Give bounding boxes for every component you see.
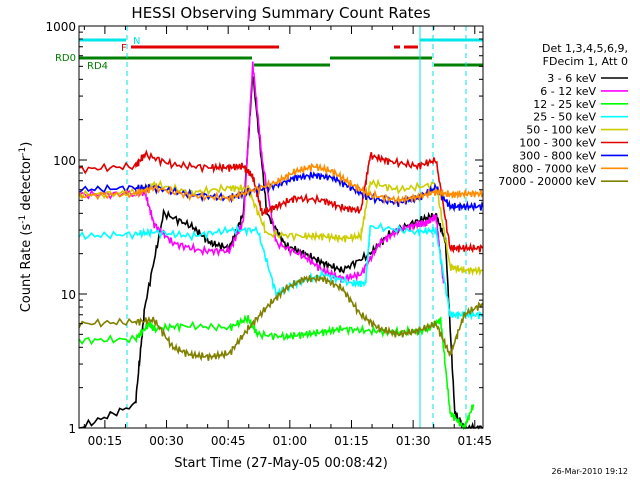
legend-label: 12 - 25 keV bbox=[533, 98, 596, 111]
legend-label: 50 - 100 keV bbox=[526, 124, 596, 137]
x-tick-label: 00:30 bbox=[149, 434, 184, 448]
legend-label: 800 - 7000 keV bbox=[512, 162, 596, 175]
chart-title: HESSI Observing Summary Count Rates bbox=[131, 4, 430, 22]
flag-label: N bbox=[133, 36, 140, 47]
legend-label: 3 - 6 keV bbox=[547, 72, 596, 85]
x-axis: 00:15 00:30 00:45 01:00 01:15 01:30 01:45 bbox=[83, 26, 492, 448]
flag-labels: NF RD0 RD4 bbox=[55, 36, 141, 72]
flag-label: RD4 bbox=[87, 61, 108, 72]
series-layer bbox=[78, 61, 484, 431]
series-line bbox=[78, 162, 484, 206]
legend-header-line1: Det 1,3,4,5,6,9, bbox=[542, 42, 628, 55]
x-tick-label: 01:30 bbox=[396, 434, 431, 448]
flag-bars bbox=[79, 26, 483, 428]
legend: Det 1,3,4,5,6,9, FDecim 1, Att 0 3 - 6 k… bbox=[498, 42, 628, 188]
legend-label: 300 - 800 keV bbox=[519, 149, 596, 162]
series-line bbox=[78, 314, 475, 431]
y-tick-label: 100 bbox=[53, 154, 76, 168]
flag-label: RD0 bbox=[55, 53, 76, 64]
series-line bbox=[78, 61, 445, 284]
flag-label: F bbox=[121, 43, 127, 54]
legend-label: 25 - 50 keV bbox=[533, 111, 596, 124]
legend-label: 100 - 300 keV bbox=[519, 137, 596, 150]
x-axis-label: Start Time (27-May-05 00:08:42) bbox=[174, 456, 388, 471]
x-tick-label: 01:45 bbox=[457, 434, 492, 448]
y-tick-label: 10 bbox=[61, 288, 76, 302]
legend-label: 6 - 12 keV bbox=[540, 85, 596, 98]
x-tick-label: 01:15 bbox=[334, 434, 369, 448]
series-line bbox=[78, 149, 484, 254]
legend-label: 7000 - 20000 keV bbox=[498, 175, 596, 188]
plot-frame bbox=[78, 25, 484, 429]
x-tick-label: 01:00 bbox=[273, 434, 308, 448]
series-line bbox=[78, 274, 484, 362]
x-tick-label: 00:15 bbox=[88, 434, 123, 448]
y-axis-label: Count Rate (s-1 detector-1) bbox=[18, 142, 34, 313]
x-tick-label: 00:45 bbox=[211, 434, 246, 448]
y-tick-label: 1000 bbox=[45, 20, 76, 34]
series-line bbox=[78, 75, 483, 430]
legend-header-line2: FDecim 1, Att 0 bbox=[543, 55, 628, 68]
series-line bbox=[78, 222, 484, 321]
y-axis: 1 10 100 1000 bbox=[45, 20, 483, 436]
footer-date: 26-Mar-2010 19:12 bbox=[552, 467, 629, 476]
y-tick-label: 1 bbox=[68, 422, 76, 436]
